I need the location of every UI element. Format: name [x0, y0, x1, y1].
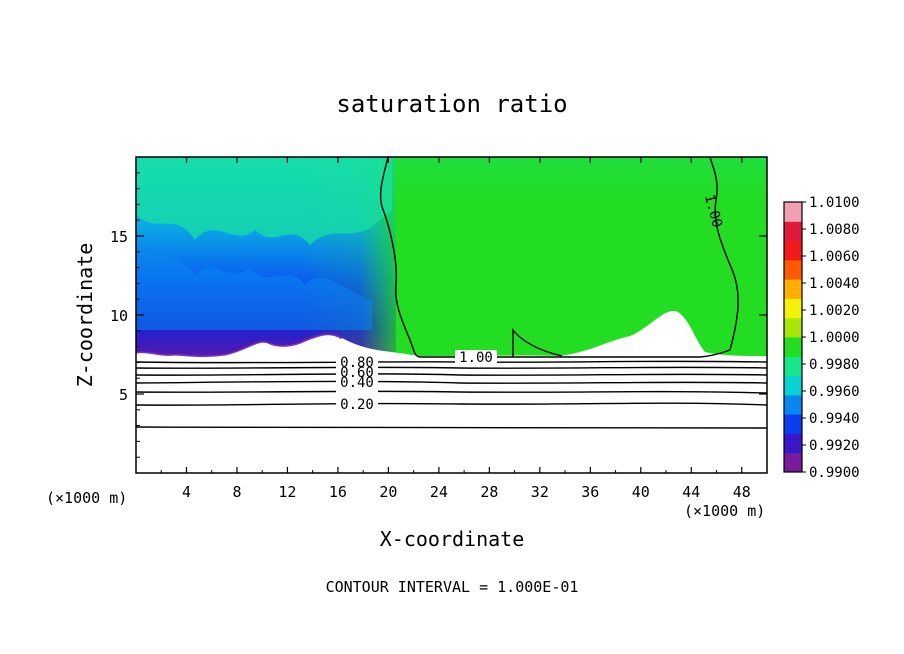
- x-tick-label: 36: [581, 483, 599, 501]
- x-tick-label: 48: [733, 483, 751, 501]
- x-tick-label: 24: [430, 483, 448, 501]
- contour-interval-note: CONTOUR INTERVAL = 1.000E-01: [326, 578, 579, 596]
- colorbar-label: 1.0080: [809, 222, 860, 238]
- colorbar-label: 0.9900: [809, 465, 860, 481]
- y-axis-label: Z-coordinate: [73, 243, 97, 388]
- x-tick-label: 40: [632, 483, 650, 501]
- x-tick-label: 8: [232, 483, 241, 501]
- colorbar-label: 1.0100: [809, 195, 860, 211]
- colorbar-swatch: [784, 259, 802, 280]
- colorbar-label: 0.9960: [809, 384, 860, 400]
- colorbar-swatch: [784, 221, 802, 242]
- colorbar-swatch: [784, 414, 802, 434]
- contour-label: 0.20: [340, 397, 374, 413]
- x-tick-label: 44: [682, 483, 700, 501]
- y-tick-label: 15: [110, 228, 128, 246]
- colorbar-swatch: [784, 356, 802, 377]
- colorbar-label: 0.9940: [809, 411, 860, 427]
- x-tick-label: 4: [182, 483, 191, 501]
- colorbar-label: 1.0040: [809, 276, 860, 292]
- colorbar-label: 0.9920: [809, 438, 860, 454]
- colorbar-label: 1.0020: [809, 303, 860, 319]
- contour-label: 1.00: [459, 350, 493, 366]
- x-tick-label: 28: [480, 483, 498, 501]
- y-tick-label: 5: [119, 386, 128, 404]
- plot-area: [136, 157, 767, 473]
- colorbar-swatch: [784, 394, 802, 415]
- colorbar-swatch: [784, 433, 802, 454]
- colorbar: 1.0100 1.0080 1.0060 1.0040 1.0020 1.0000 0.99…: [783, 195, 860, 481]
- x-unit-right: (×1000 m): [684, 502, 765, 520]
- colorbar-swatch: [784, 452, 802, 473]
- colorbar-label: 1.0000: [809, 330, 860, 346]
- colorbar-swatch: [784, 240, 802, 261]
- contour-label: 0.40: [340, 375, 374, 391]
- contour-label: 0.80: [340, 355, 374, 371]
- colorbar-label: 0.9980: [809, 357, 860, 373]
- y-axis-ticks: 5 10 15: [110, 172, 767, 458]
- x-tick-label: 32: [531, 483, 549, 501]
- contour-label: 0.60: [340, 365, 374, 381]
- colorbar-swatch: [784, 317, 802, 338]
- x-unit-left: (×1000 m): [46, 489, 127, 507]
- colorbar-swatch: [784, 279, 802, 299]
- x-tick-label: 20: [379, 483, 397, 501]
- x-axis-label: X-coordinate: [380, 527, 525, 551]
- colorbar-label: 1.0060: [809, 249, 860, 265]
- x-tick-label: 12: [278, 483, 296, 501]
- colorbar-swatch: [784, 298, 802, 319]
- y-tick-label: 10: [110, 307, 128, 325]
- chart-title: saturation ratio: [336, 90, 567, 118]
- colorbar-swatch: [784, 337, 802, 357]
- x-axis-ticks: 4 8 12 16 20 24 28 32 36 40 44 48: [160, 157, 751, 501]
- colorbar-swatch: [784, 375, 802, 396]
- colorbar-swatch: [784, 202, 802, 222]
- x-tick-label: 16: [329, 483, 347, 501]
